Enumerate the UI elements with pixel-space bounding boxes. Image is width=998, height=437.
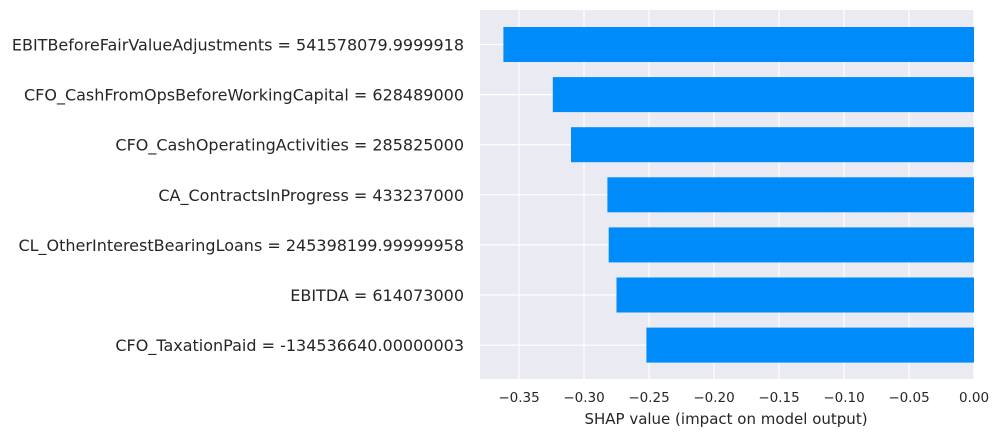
x-tick-label: −0.30 bbox=[563, 390, 604, 406]
bar bbox=[503, 27, 974, 62]
x-tick-label: −0.35 bbox=[498, 390, 539, 406]
y-tick-labels: EBITBeforeFairValueAdjustments = 5415780… bbox=[12, 36, 464, 357]
y-tick-label: EBITBeforeFairValueAdjustments = 5415780… bbox=[12, 36, 464, 55]
y-tick-label: CFO_TaxationPaid = -134536640.00000003 bbox=[115, 336, 464, 356]
bar bbox=[608, 227, 974, 263]
bar bbox=[616, 277, 974, 313]
y-tick-label: EBITDA = 614073000 bbox=[290, 286, 464, 305]
x-tick-label: −0.25 bbox=[628, 390, 669, 406]
y-tick-label: CFO_CashFromOpsBeforeWorkingCapital = 62… bbox=[24, 86, 464, 106]
x-axis-label: SHAP value (impact on model output) bbox=[584, 410, 867, 428]
x-tick-label: −0.05 bbox=[888, 390, 929, 406]
bar bbox=[607, 177, 974, 213]
x-tick-label: 0.00 bbox=[959, 390, 989, 406]
bar bbox=[646, 327, 974, 363]
y-tick-label: CFO_CashOperatingActivities = 285825000 bbox=[115, 136, 464, 156]
x-tick-label: −0.20 bbox=[693, 390, 734, 406]
bar bbox=[552, 77, 974, 113]
bars-group bbox=[503, 27, 974, 363]
y-tick-label: CA_ContractsInProgress = 433237000 bbox=[158, 186, 464, 206]
x-tick-label: −0.15 bbox=[758, 390, 799, 406]
y-tick-label: CL_OtherInterestBearingLoans = 245398199… bbox=[18, 236, 464, 256]
x-tick-label: −0.10 bbox=[823, 390, 864, 406]
x-tick-labels: −0.35 −0.30 −0.25 −0.20 −0.15 −0.10 −0.05 0.00 bbox=[498, 390, 989, 406]
bar bbox=[571, 127, 974, 163]
